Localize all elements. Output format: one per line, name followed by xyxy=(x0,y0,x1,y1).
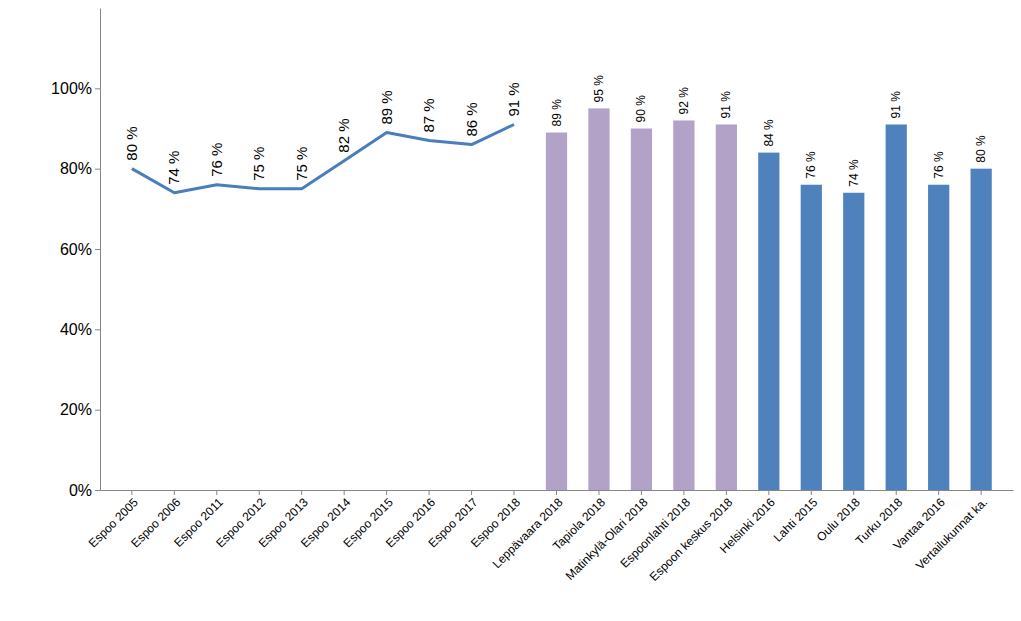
bar xyxy=(546,133,567,490)
data-label: 76 % xyxy=(932,151,946,179)
tick-mark xyxy=(216,490,217,495)
data-label: 91 % xyxy=(889,91,903,119)
y-tick: 100% xyxy=(51,80,100,97)
y-tick-label: 20% xyxy=(60,401,92,418)
x-tick-label: Vertailukunnat ka. xyxy=(913,495,990,572)
tick-mark xyxy=(95,88,100,89)
x-tick: Lahti 2015 xyxy=(771,490,821,545)
y-tick-label: 0% xyxy=(69,482,92,499)
y-tick: 80% xyxy=(60,160,100,177)
data-label: 91 % xyxy=(719,91,733,119)
x-tick-label: Espoonlahti 2018 xyxy=(618,495,694,571)
data-label: 91 % xyxy=(505,82,522,116)
bar xyxy=(886,124,907,490)
x-tick-label: Helsinki 2016 xyxy=(717,495,778,556)
x-tick-label: Espoon keskus 2018 xyxy=(647,495,736,584)
bar xyxy=(716,124,737,490)
y-tick-label: 100% xyxy=(51,80,92,97)
tick-mark xyxy=(95,249,100,250)
tick-mark xyxy=(174,490,175,495)
tick-mark xyxy=(726,490,727,495)
data-labels: 80 % 74 % 76 % 75 % 75 % 82 % 89 % 87 % 86 % 91 %… xyxy=(123,75,988,187)
tick-mark xyxy=(471,490,472,495)
tick-mark xyxy=(853,490,854,495)
data-label: 95 % xyxy=(592,75,606,103)
data-label: 76 % xyxy=(804,151,818,179)
tick-mark xyxy=(95,329,100,330)
tick-mark xyxy=(344,490,345,495)
tick-mark xyxy=(95,169,100,170)
tick-mark xyxy=(981,490,982,495)
tick-mark xyxy=(386,490,387,495)
data-label: 89 % xyxy=(550,99,564,127)
data-label: 90 % xyxy=(634,95,648,123)
data-label: 74 % xyxy=(165,151,182,185)
tick-mark xyxy=(683,490,684,495)
data-label: 75 % xyxy=(250,147,267,181)
y-axis: 0% 20% 40% 60% 80% 100% xyxy=(51,9,100,499)
line xyxy=(132,124,514,192)
tick-mark xyxy=(95,410,100,411)
axis-line xyxy=(100,9,101,491)
y-tick-label: 80% xyxy=(60,160,92,177)
data-label: 84 % xyxy=(762,119,776,147)
y-tick-label: 60% xyxy=(60,241,92,258)
bar xyxy=(971,169,992,490)
chart: 80 % 74 % 76 % 75 % 75 % 82 % 89 % 87 % 86 % 91 %… xyxy=(0,0,1021,621)
data-label: 80 % xyxy=(123,126,140,160)
x-tick-label: Leppävaara 2018 xyxy=(490,495,566,571)
bar xyxy=(843,193,864,490)
tick-mark xyxy=(301,490,302,495)
tick-mark xyxy=(95,490,100,491)
tick-mark xyxy=(556,490,557,495)
x-tick: Matinkylä-Olari 2018 xyxy=(563,490,651,583)
tick-mark xyxy=(768,490,769,495)
data-label: 75 % xyxy=(293,147,310,181)
x-tick-label: Lahti 2015 xyxy=(771,495,821,545)
tick-mark xyxy=(259,490,260,495)
marks xyxy=(132,108,992,490)
plot: 80 % 74 % 76 % 75 % 75 % 82 % 89 % 87 % 86 % 91 %… xyxy=(51,9,1013,584)
y-tick: 0% xyxy=(69,482,100,499)
y-tick-label: 40% xyxy=(60,321,92,338)
data-label: 86 % xyxy=(463,102,480,136)
x-tick-label: Matinkylä-Olari 2018 xyxy=(563,495,651,583)
tick-mark xyxy=(896,490,897,495)
tick-mark xyxy=(514,490,515,495)
tick-mark xyxy=(429,490,430,495)
bar xyxy=(928,185,949,490)
tick-mark xyxy=(598,490,599,495)
y-tick: 60% xyxy=(60,241,100,258)
x-tick: Espoon keskus 2018 xyxy=(647,490,736,584)
bar xyxy=(631,129,652,491)
bar xyxy=(758,153,779,490)
data-label: 87 % xyxy=(420,98,437,132)
tick-mark xyxy=(811,490,812,495)
bar xyxy=(588,108,609,490)
x-tick: Leppävaara 2018 xyxy=(490,490,566,571)
y-tick: 40% xyxy=(60,321,100,338)
data-label: 92 % xyxy=(677,87,691,115)
bar xyxy=(673,120,694,490)
y-tick: 20% xyxy=(60,401,100,418)
tick-mark xyxy=(641,490,642,495)
data-label: 80 % xyxy=(974,135,988,163)
tick-mark xyxy=(938,490,939,495)
data-label: 74 % xyxy=(847,159,861,187)
bar xyxy=(801,185,822,490)
data-label: 76 % xyxy=(208,143,225,177)
data-label: 82 % xyxy=(335,118,352,152)
tick-mark xyxy=(131,490,132,495)
x-tick: Helsinki 2016 xyxy=(717,490,778,556)
x-tick: Vertailukunnat ka. xyxy=(913,490,990,573)
x-axis: Espoo 2005Espoo 2006Espoo 2011Espoo 2012… xyxy=(86,490,1014,584)
data-label: 89 % xyxy=(378,90,395,124)
